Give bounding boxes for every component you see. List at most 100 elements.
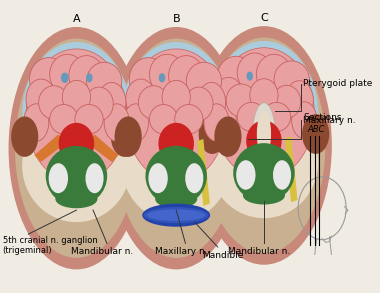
Ellipse shape [30,58,68,100]
Ellipse shape [175,105,203,134]
Ellipse shape [149,105,178,134]
Ellipse shape [185,163,203,193]
Ellipse shape [214,116,242,157]
Ellipse shape [61,73,69,83]
Ellipse shape [55,190,97,208]
Ellipse shape [115,116,142,157]
Ellipse shape [256,54,292,94]
Ellipse shape [210,41,318,186]
Ellipse shape [169,56,204,96]
Ellipse shape [11,116,38,157]
Ellipse shape [104,104,129,141]
Ellipse shape [196,26,332,265]
Ellipse shape [273,160,291,190]
Ellipse shape [115,38,238,258]
Ellipse shape [257,110,271,158]
Ellipse shape [62,80,90,114]
Ellipse shape [39,86,69,119]
Ellipse shape [126,49,226,183]
Ellipse shape [75,105,103,134]
Ellipse shape [203,38,325,253]
Ellipse shape [204,104,229,141]
Ellipse shape [292,102,317,139]
Text: B: B [173,13,180,23]
Ellipse shape [246,120,282,161]
Ellipse shape [253,103,275,165]
Text: C: C [260,13,268,23]
Ellipse shape [86,73,93,82]
Ellipse shape [155,190,197,208]
Ellipse shape [274,61,309,98]
Ellipse shape [185,87,213,120]
Ellipse shape [148,163,168,193]
Ellipse shape [263,103,291,132]
Text: Mandible: Mandible [202,251,243,260]
Ellipse shape [8,27,144,270]
Ellipse shape [86,163,104,193]
Ellipse shape [285,81,314,120]
Ellipse shape [87,62,122,100]
Ellipse shape [159,73,165,82]
Ellipse shape [98,82,126,122]
Ellipse shape [250,79,278,112]
Ellipse shape [158,123,194,164]
Text: Maxillary n.: Maxillary n. [155,247,208,256]
Ellipse shape [22,42,131,190]
Text: Mandibular n.: Mandibular n. [71,247,133,256]
Ellipse shape [26,79,56,119]
Ellipse shape [186,62,222,100]
Text: ABC: ABC [307,125,325,134]
Ellipse shape [26,49,127,183]
Text: Sections: Sections [303,113,341,122]
Ellipse shape [210,107,318,218]
Polygon shape [86,134,119,162]
Ellipse shape [247,71,253,81]
Ellipse shape [126,79,156,119]
Ellipse shape [49,163,68,193]
Polygon shape [197,139,210,206]
Ellipse shape [129,58,168,100]
Text: 5th cranial n. ganglion
(trigeminal): 5th cranial n. ganglion (trigeminal) [3,236,97,255]
Ellipse shape [108,27,244,270]
Ellipse shape [243,186,285,205]
Ellipse shape [24,104,49,141]
Text: Pterygoid plate: Pterygoid plate [303,79,372,88]
Ellipse shape [144,207,209,223]
Ellipse shape [147,209,205,221]
Ellipse shape [69,56,104,96]
Ellipse shape [236,160,255,190]
Ellipse shape [122,42,231,190]
Ellipse shape [146,146,207,206]
Ellipse shape [22,109,131,222]
Ellipse shape [199,114,226,154]
Ellipse shape [111,116,138,157]
Polygon shape [285,136,298,202]
Ellipse shape [237,53,272,93]
Ellipse shape [272,85,301,118]
Ellipse shape [122,109,231,222]
Polygon shape [35,134,67,162]
Ellipse shape [50,54,85,94]
Ellipse shape [237,103,266,132]
Text: A: A [73,13,80,23]
Ellipse shape [162,80,190,114]
Ellipse shape [138,86,169,119]
Text: Maxillary n.: Maxillary n. [303,116,355,125]
Ellipse shape [214,77,244,117]
Ellipse shape [85,87,113,120]
Ellipse shape [142,204,210,227]
Ellipse shape [226,84,256,117]
Ellipse shape [302,114,329,154]
Ellipse shape [217,56,255,98]
Ellipse shape [211,102,236,139]
Text: Mandibular n.: Mandibular n. [228,247,290,256]
Ellipse shape [46,146,107,206]
Ellipse shape [15,38,138,258]
Ellipse shape [149,54,185,94]
Ellipse shape [123,104,149,141]
Ellipse shape [59,123,94,164]
Ellipse shape [50,105,78,134]
Ellipse shape [214,48,314,180]
Ellipse shape [197,82,226,122]
Ellipse shape [233,143,294,202]
